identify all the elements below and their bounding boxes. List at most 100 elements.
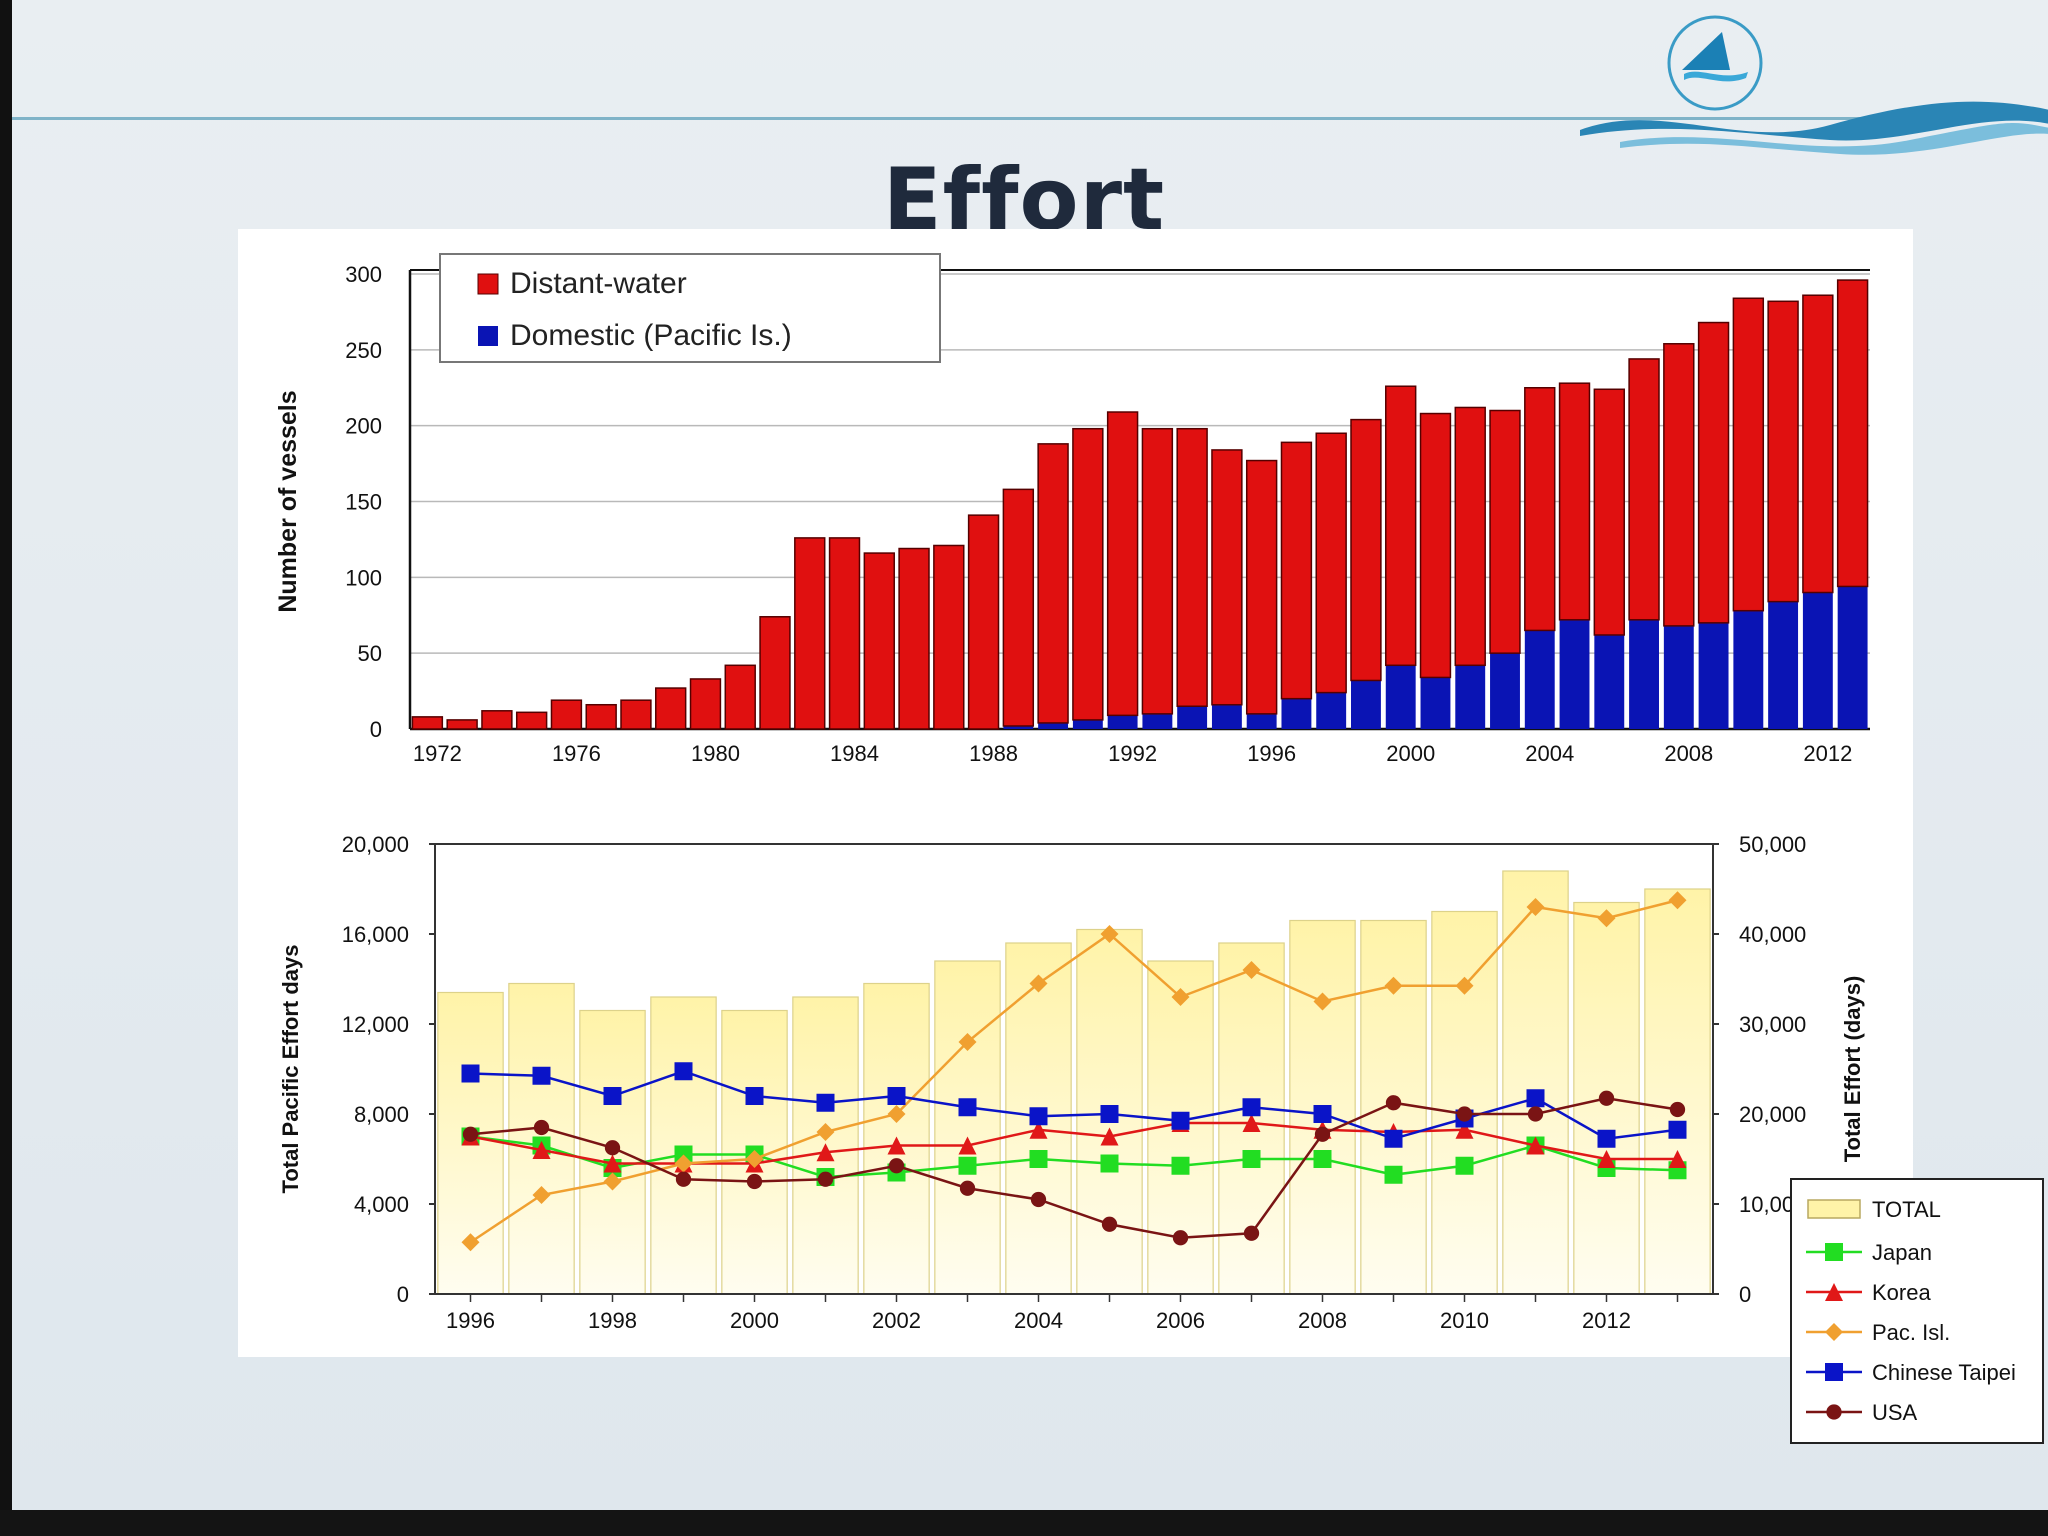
bar-distant-water: [898, 547, 930, 730]
point-korea: [1597, 1150, 1616, 1168]
bar-distant-water: [1593, 388, 1625, 636]
point-chinese-taipei: [1384, 1129, 1403, 1148]
bar-distant-water: [481, 710, 513, 730]
bar-distant-water: [863, 552, 895, 730]
legend-box: [439, 253, 941, 363]
bar-distant-water: [1350, 418, 1382, 682]
point-usa: [1669, 1101, 1686, 1118]
bar-distant-water: [967, 514, 1000, 730]
y-axis-label-left: Total Pacific Effort days: [278, 945, 303, 1194]
point-pac-isl: [603, 1172, 622, 1191]
x-tick-label: 2004: [1014, 1308, 1063, 1333]
bar-domestic: [1524, 630, 1555, 729]
legend-label-japan: Japan: [1872, 1240, 1932, 1265]
header-rule: [12, 117, 2048, 120]
x-tick-label: 1996: [446, 1308, 495, 1333]
point-chinese-taipei: [1100, 1105, 1119, 1123]
chart-panel: 0 50 100 150 200 250 300 1972 1976 1980 1984 1988 19…: [238, 229, 1913, 1357]
series-line-japan: [470, 1135, 1678, 1179]
y-tick-label-left: 20,000: [342, 832, 409, 857]
point-usa: [1456, 1106, 1473, 1122]
point-korea: [1029, 1120, 1048, 1139]
bar-distant-water: [1663, 343, 1695, 627]
point-pac-isl: [1100, 925, 1119, 943]
point-korea: [532, 1141, 551, 1159]
point-chinese-taipei: [1242, 1098, 1261, 1117]
bar-distant-water: [1245, 459, 1278, 715]
bar-domestic: [1490, 653, 1520, 729]
point-japan: [1029, 1150, 1048, 1168]
x-tick-label: 1998: [588, 1308, 637, 1333]
bar-distant-water: [794, 537, 826, 730]
bar-domestic: [1281, 698, 1312, 729]
plot-frame: [434, 843, 1714, 1295]
series-line-pac-isl: [469, 899, 1678, 1244]
bar-distant-water: [689, 678, 722, 730]
legend-label-usa: USA: [1872, 1400, 1918, 1425]
y-tick-label-left: 12,000: [342, 1012, 409, 1037]
point-pac-isl: [1313, 992, 1332, 1011]
point-usa: [1598, 1090, 1615, 1106]
bar-total: [1502, 870, 1569, 1295]
bar-distant-water: [1489, 409, 1521, 654]
bar-distant-water: [1419, 412, 1452, 679]
bar-domestic: [1038, 722, 1069, 729]
bar-domestic: [1733, 610, 1764, 729]
point-pac-isl: [532, 1186, 551, 1204]
point-korea: [1242, 1114, 1261, 1132]
point-korea: [1526, 1136, 1545, 1155]
y-tick-label: 300: [345, 262, 382, 287]
bar-distant-water: [1002, 488, 1035, 727]
point-pac-isl: [1029, 974, 1048, 993]
bar-domestic: [1107, 715, 1138, 729]
bar-distant-water: [1176, 427, 1208, 707]
legend-label-total: TOTAL: [1872, 1197, 1941, 1222]
bar-distant-water: [1385, 385, 1417, 667]
point-korea: [603, 1154, 622, 1173]
bar-total: [1431, 910, 1498, 1295]
bar-domestic: [1802, 592, 1833, 729]
bar-distant-water: [585, 703, 617, 730]
point-japan: [958, 1156, 977, 1175]
point-chinese-taipei: [1668, 1120, 1687, 1139]
x-tick-label: 2012: [1582, 1308, 1631, 1333]
x-tick-label: 2000: [1386, 741, 1435, 766]
y-axis-label: Number of vessels: [274, 390, 302, 612]
y-axis-label-right: Total Effort (days): [1840, 976, 1865, 1163]
bar-distant-water: [1454, 406, 1486, 667]
point-korea: [958, 1136, 977, 1155]
bar-domestic: [1211, 704, 1242, 729]
y-tick-label-left: 8,000: [354, 1102, 409, 1127]
bar-domestic: [1768, 601, 1799, 729]
y-tick-label: 100: [345, 565, 382, 590]
point-pac-isl: [1242, 961, 1261, 979]
y-tick-label-right: 20,000: [1739, 1102, 1806, 1127]
bar-domestic: [1698, 622, 1729, 729]
bar-distant-water: [411, 716, 444, 730]
point-chinese-taipei: [958, 1098, 977, 1117]
bar-domestic: [1420, 677, 1451, 729]
point-japan: [1100, 1154, 1119, 1173]
bar-distant-water: [1037, 443, 1069, 724]
bar-distant-water: [550, 699, 583, 730]
legend-label-korea: Korea: [1872, 1280, 1931, 1305]
x-tick-label: 1972: [413, 741, 462, 766]
y-tick-label-left: 16,000: [342, 922, 409, 947]
x-tick-label: 1980: [691, 741, 740, 766]
bar-distant-water: [1280, 441, 1313, 700]
x-tick-label: 1976: [552, 741, 601, 766]
x-tick-label: 2008: [1664, 741, 1713, 766]
bar-domestic: [1072, 719, 1103, 729]
bar-distant-water: [828, 537, 861, 730]
bar-distant-water: [1802, 294, 1834, 594]
point-usa: [1385, 1095, 1402, 1111]
frame-left: [0, 0, 12, 1536]
bar-domestic: [1142, 713, 1173, 729]
bar-distant-water: [515, 711, 548, 730]
bar-distant-water: [1106, 411, 1139, 717]
y-tick-label: 150: [345, 490, 382, 515]
x-tick-label: 1996: [1247, 741, 1296, 766]
legend-marker-korea: [1825, 1283, 1843, 1301]
bar-total: [1644, 888, 1711, 1295]
point-usa: [1101, 1216, 1118, 1232]
